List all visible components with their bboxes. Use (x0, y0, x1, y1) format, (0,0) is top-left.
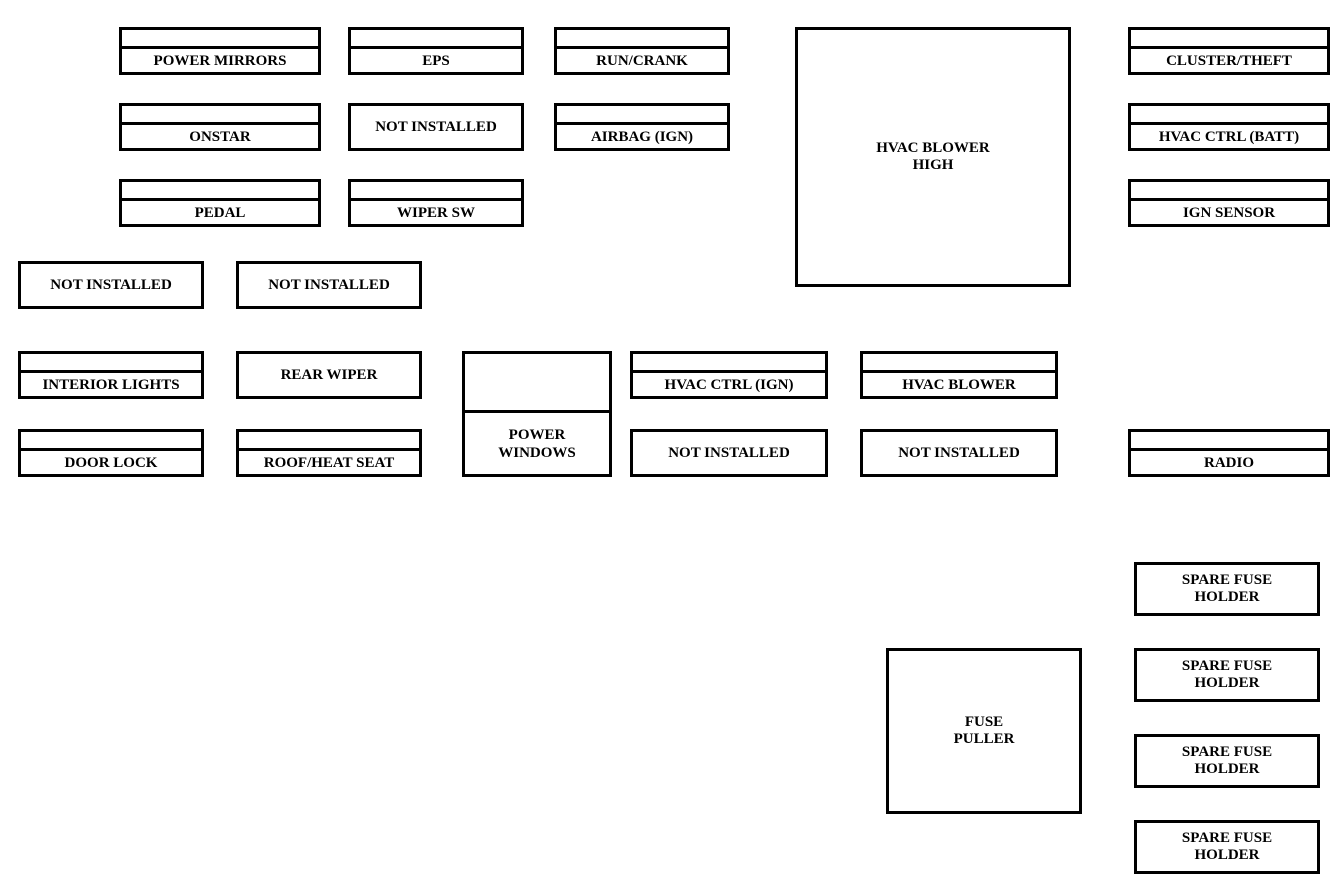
eps-label: EPS (348, 46, 524, 75)
power-windows-slot (462, 351, 612, 413)
onstar-label: ONSTAR (119, 122, 321, 151)
spare-1: SPARE FUSE HOLDER (1134, 562, 1320, 616)
run-crank-label: RUN/CRANK (554, 46, 730, 75)
not-installed-4: NOT INSTALLED (630, 429, 828, 477)
power-windows-label: POWER WINDOWS (462, 410, 612, 477)
ign-sensor-label: IGN SENSOR (1128, 198, 1330, 227)
airbag-ign-label: AIRBAG (IGN) (554, 122, 730, 151)
rear-wiper: REAR WIPER (236, 351, 422, 399)
spare-3: SPARE FUSE HOLDER (1134, 734, 1320, 788)
roof-heat-seat-label: ROOF/HEAT SEAT (236, 448, 422, 477)
power-mirrors-label: POWER MIRRORS (119, 46, 321, 75)
pedal-label: PEDAL (119, 198, 321, 227)
not-installed-5: NOT INSTALLED (860, 429, 1058, 477)
hvac-blower-label: HVAC BLOWER (860, 370, 1058, 399)
cluster-theft-label: CLUSTER/THEFT (1128, 46, 1330, 75)
wiper-sw-label: WIPER SW (348, 198, 524, 227)
fuse-puller: FUSE PULLER (886, 648, 1082, 814)
radio-label: RADIO (1128, 448, 1330, 477)
not-installed-3: NOT INSTALLED (236, 261, 422, 309)
not-installed-1: NOT INSTALLED (348, 103, 524, 151)
hvac-ctrl-ign-label: HVAC CTRL (IGN) (630, 370, 828, 399)
interior-lights-label: INTERIOR LIGHTS (18, 370, 204, 399)
hvac-ctrl-batt-label: HVAC CTRL (BATT) (1128, 122, 1330, 151)
spare-2: SPARE FUSE HOLDER (1134, 648, 1320, 702)
spare-4: SPARE FUSE HOLDER (1134, 820, 1320, 874)
not-installed-2: NOT INSTALLED (18, 261, 204, 309)
door-lock-label: DOOR LOCK (18, 448, 204, 477)
hvac-blower-high: HVAC BLOWER HIGH (795, 27, 1071, 287)
